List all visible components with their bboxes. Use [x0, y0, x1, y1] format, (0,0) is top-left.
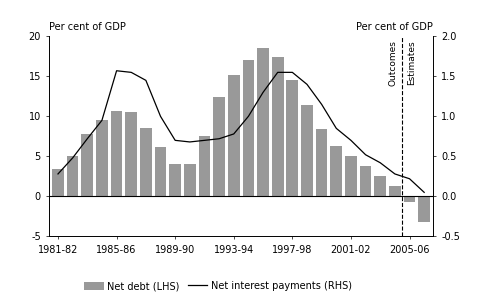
Bar — [199, 135, 210, 196]
Text: Per cent of GDP: Per cent of GDP — [49, 22, 126, 32]
Bar — [213, 97, 225, 196]
Bar — [169, 164, 181, 196]
Bar — [67, 156, 79, 196]
Bar — [154, 147, 166, 196]
Text: Outcomes: Outcomes — [388, 40, 397, 86]
Bar — [184, 164, 196, 196]
Bar — [374, 175, 386, 196]
Bar — [301, 105, 313, 196]
Bar — [360, 166, 371, 196]
Bar — [140, 128, 152, 196]
Legend: Net debt (LHS), Net interest payments (RHS): Net debt (LHS), Net interest payments (R… — [80, 277, 356, 295]
Bar — [52, 169, 64, 196]
Bar — [286, 80, 298, 196]
Text: Estimates: Estimates — [407, 40, 416, 85]
Bar — [125, 112, 137, 196]
Bar — [418, 196, 430, 222]
Bar — [243, 60, 254, 196]
Bar — [316, 129, 328, 196]
Bar — [228, 75, 240, 196]
Bar — [272, 57, 283, 196]
Bar — [111, 111, 123, 196]
Bar — [96, 120, 108, 196]
Bar — [403, 196, 415, 202]
Text: Per cent of GDP: Per cent of GDP — [356, 22, 433, 32]
Bar — [345, 155, 357, 196]
Bar — [81, 134, 93, 196]
Bar — [331, 146, 342, 196]
Bar — [257, 48, 269, 196]
Bar — [389, 186, 401, 196]
